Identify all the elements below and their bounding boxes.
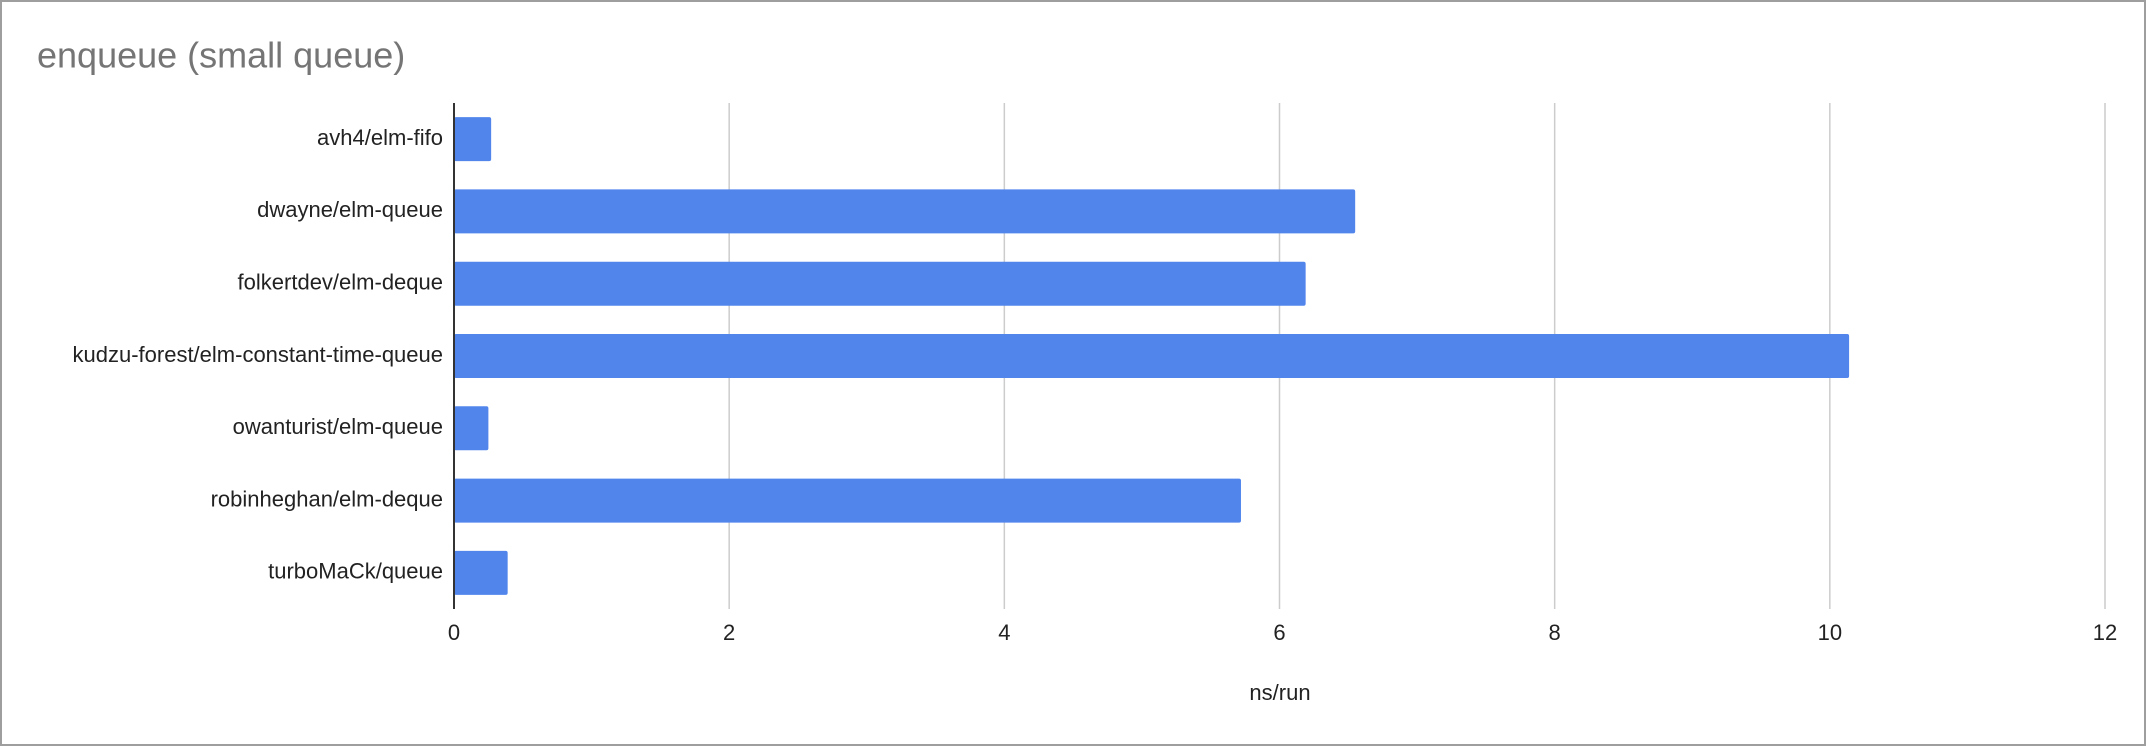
x-tick-label: 6: [1273, 620, 1285, 645]
bar: [454, 406, 489, 451]
x-tick-label: 12: [2093, 620, 2117, 645]
y-tick-label: owanturist/elm-queue: [233, 414, 443, 439]
y-tick-label: folkertdev/elm-deque: [238, 270, 443, 295]
x-tick-label: 10: [1818, 620, 1842, 645]
x-axis-label: ns/run: [1249, 680, 1310, 705]
x-tick-label: 4: [998, 620, 1010, 645]
x-tick-label: 8: [1549, 620, 1561, 645]
bar: [454, 189, 1356, 234]
bar: [454, 261, 1306, 306]
bar: [454, 478, 1241, 523]
chart-title: enqueue (small queue): [37, 35, 405, 76]
x-tick-label: 2: [723, 620, 735, 645]
y-tick-label: turboMaCk/queue: [268, 559, 443, 584]
y-tick-label: avh4/elm-fifo: [317, 125, 443, 150]
y-tick-label: kudzu-forest/elm-constant-time-queue: [73, 342, 444, 367]
x-tick-label: 0: [448, 620, 460, 645]
bar: [454, 550, 508, 595]
y-tick-label: dwayne/elm-queue: [257, 197, 443, 222]
bar: [454, 334, 1850, 378]
bar: [454, 117, 492, 162]
y-tick-label: robinheghan/elm-deque: [211, 486, 443, 511]
